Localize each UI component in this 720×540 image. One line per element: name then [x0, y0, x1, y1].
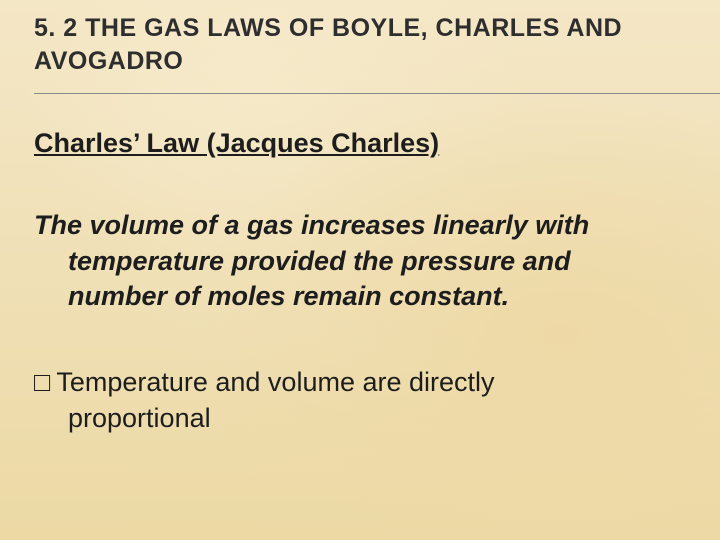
title-underline-rule — [34, 93, 720, 94]
law-definition: The volume of a gas increases linearly w… — [34, 208, 674, 315]
slide-title: 5. 2 THE GAS LAWS OF BOYLE, CHARLES AND … — [34, 12, 684, 77]
definition-line2: temperature provided the pressure and — [34, 244, 674, 280]
definition-line1: The volume of a gas increases linearly w… — [34, 210, 589, 240]
subheading: Charles’ Law (Jacques Charles) — [34, 128, 684, 159]
bullet-line2: proportional — [34, 400, 674, 436]
slide: 5. 2 THE GAS LAWS OF BOYLE, CHARLES AND … — [0, 0, 720, 540]
title-block: 5. 2 THE GAS LAWS OF BOYLE, CHARLES AND … — [34, 12, 684, 77]
bullet-item: □Temperature and volume are directly pro… — [34, 364, 674, 437]
bullet-line1: Temperature and volume are directly — [56, 367, 494, 397]
definition-line3: number of moles remain constant. — [34, 279, 674, 315]
square-bullet-icon: □ — [34, 364, 50, 400]
